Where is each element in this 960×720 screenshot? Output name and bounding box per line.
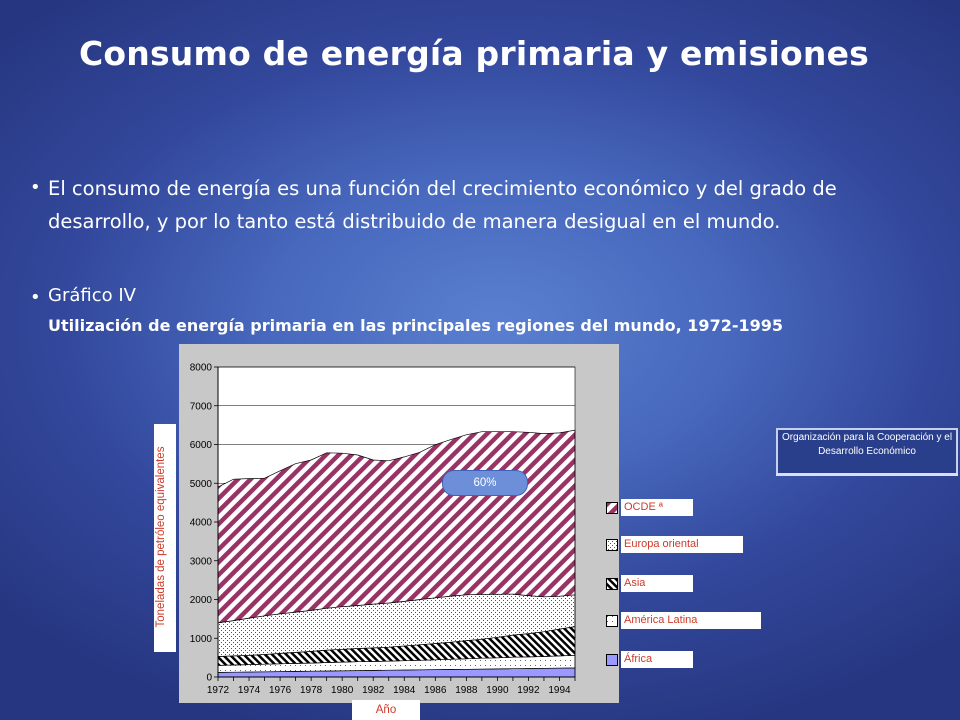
y-tick-label: 6000: [190, 440, 213, 451]
x-tick-label: 1980: [331, 685, 354, 696]
legend-label: Europa oriental: [621, 536, 743, 553]
x-tick-label: 1974: [238, 685, 261, 696]
x-tick-label: 1984: [393, 685, 416, 696]
x-axis-label: Año: [352, 700, 420, 720]
legend-label: África: [621, 651, 693, 668]
x-tick-label: 1990: [486, 685, 509, 696]
bullet-marker: •: [30, 177, 41, 198]
x-tick-label: 1988: [455, 685, 478, 696]
bullet-text: El consumo de energía es una función del…: [48, 177, 837, 233]
y-axis-label-box: [154, 424, 176, 652]
y-tick-label: 4000: [190, 518, 213, 529]
legend-swatch: [606, 577, 618, 590]
x-tick-label: 1978: [300, 685, 323, 696]
x-tick-label: 1982: [362, 685, 385, 696]
y-tick-label: 3000: [190, 556, 213, 567]
x-tick-label: 1986: [424, 685, 447, 696]
oecd-definition-box: Organización para la Cooperación y el De…: [776, 428, 958, 476]
x-tick-label: 1994: [548, 685, 571, 696]
x-tick-label: 1976: [269, 685, 292, 696]
legend-label: Asia: [621, 575, 693, 592]
chart-caption: Gráfico IV: [48, 285, 136, 306]
legend-item: América Latina: [606, 612, 761, 629]
x-tick-labels: 1972 1974 1976 1978 1980 1982 1984 1986 1988 1990…: [207, 677, 576, 696]
y-tick-label: 2000: [190, 595, 213, 606]
y-tick-labels: 0 1000 2000 3000 4000 5000 6000 7000 8000: [190, 363, 218, 684]
legend-item: Europa oriental: [606, 536, 743, 553]
legend-item: Asia: [606, 575, 693, 592]
bullet-marker: •: [30, 287, 41, 308]
y-tick-label: 0: [206, 673, 212, 684]
y-tick-label: 7000: [190, 401, 213, 412]
slide-title: Consumo de energía primaria y emisiones: [78, 34, 869, 73]
y-axis-label: Toneladas de petróleo equivalentes: [155, 446, 167, 628]
chart-area-box: 0 1000 2000 3000 4000 5000 6000 7000 8000 1972 19…: [179, 344, 619, 703]
legend-label: OCDE ª: [621, 499, 693, 516]
oecd-share-badge: 60%: [442, 470, 528, 496]
y-tick-label: 1000: [190, 634, 213, 645]
legend-item: África: [606, 651, 693, 668]
legend-swatch: [606, 653, 618, 666]
x-tick-label: 1992: [517, 685, 540, 696]
x-tick-label: 1972: [207, 685, 230, 696]
legend-swatch: [606, 614, 618, 627]
y-tick-label: 8000: [190, 363, 213, 374]
y-tick-label: 5000: [190, 479, 213, 490]
chart-subtitle: Utilización de energía primaria en las p…: [48, 316, 783, 335]
legend-swatch: [606, 501, 618, 514]
legend-item: OCDE ª: [606, 499, 693, 516]
legend-label: América Latina: [621, 612, 761, 629]
legend-swatch: [606, 538, 618, 551]
